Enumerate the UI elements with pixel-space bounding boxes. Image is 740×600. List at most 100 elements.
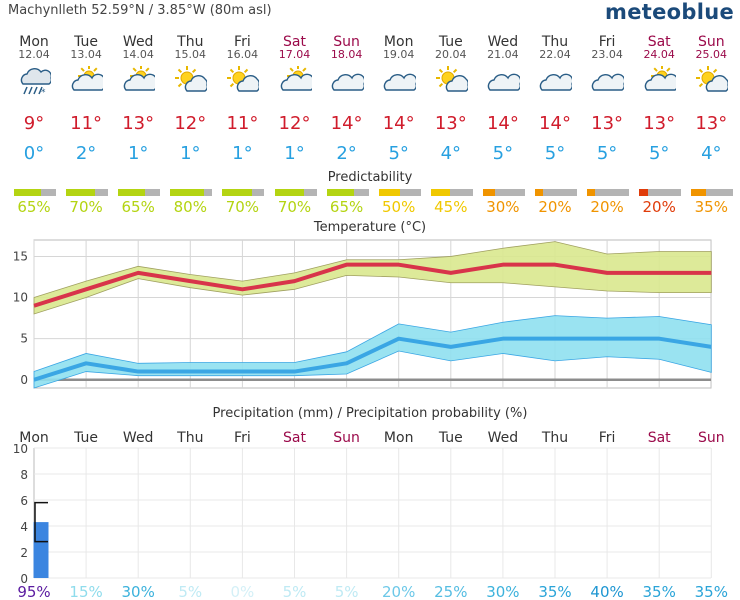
sun-small-cloud-icon (164, 66, 216, 100)
day-name[interactable]: Mon (383, 34, 414, 50)
precip-day-label: Sun (333, 430, 360, 446)
day-date: 23.04 (591, 48, 623, 61)
sun-small-cloud-icon (425, 66, 477, 100)
min-temp: 4° (440, 143, 462, 164)
predictability-fill (274, 189, 304, 196)
precip-probability: 5% (178, 583, 202, 600)
precip-probability: 30% (486, 583, 519, 600)
precip-probability: 20% (382, 583, 415, 600)
predictability-fill (14, 189, 42, 196)
y-tick-label: 10 (13, 442, 28, 456)
max-temp: 12° (278, 113, 311, 134)
predictability-percent: 80% (173, 198, 207, 216)
location-header: Machynlleth 52.59°N / 3.85°W (80m asl) (8, 3, 272, 18)
predictability-fill (222, 189, 252, 196)
min-temp: 4° (701, 143, 722, 164)
day-name[interactable]: Tue (74, 34, 99, 50)
svg-text:*: * (41, 88, 46, 96)
day-name[interactable]: Sun (333, 34, 360, 50)
day-date: 12.04 (18, 48, 50, 61)
y-tick-label: 2 (20, 546, 28, 560)
max-temp: 13° (434, 113, 467, 134)
cloud-icon (321, 66, 373, 100)
precip-day-label: Fri (234, 430, 251, 446)
cloud-icon (581, 66, 633, 100)
predictability-fill (482, 189, 496, 196)
max-temp: 11° (226, 113, 259, 134)
predictability-percent: 70% (225, 198, 260, 216)
y-tick-label: 8 (20, 468, 28, 482)
precip-range-bracket (34, 501, 48, 543)
sun-cloud-icon (112, 65, 164, 100)
day-name[interactable]: Wed (122, 34, 154, 50)
y-tick-label: 0 (20, 572, 28, 586)
predictability-bar (66, 189, 109, 196)
day-date: 15.04 (174, 48, 207, 61)
min-temp: 1° (180, 143, 201, 164)
y-tick-label: 10 (13, 291, 28, 305)
max-temp: 13° (591, 113, 624, 134)
predictability-fill (118, 189, 146, 196)
min-temp-line (33, 336, 712, 382)
precip-day-label: Fri (599, 430, 616, 446)
precip-probability: 0% (231, 583, 255, 600)
predictability-fill (378, 189, 400, 196)
brand-logo[interactable]: meteoblue (605, 0, 734, 24)
day-name[interactable]: Fri (234, 34, 251, 50)
precipitation-chart: Mon Tue Wed Thu Fri Sat Sun Mon Tue Wed Thu Fri Sat S… (13, 430, 728, 600)
predictability-percent: 50% (382, 198, 416, 216)
predictability-bar (587, 189, 630, 196)
precip-day-label: Sat (283, 430, 306, 446)
max-temp: 14° (486, 113, 519, 134)
predictability-bar (378, 189, 421, 196)
day-name[interactable]: Mon (19, 34, 49, 50)
day-name[interactable]: Sun (697, 34, 725, 50)
predictability-fill (326, 189, 354, 196)
min-temp: 2° (336, 143, 357, 164)
predictability-percent: 35% (694, 198, 728, 216)
max-temp: 13° (122, 113, 155, 134)
precip-day-label: Wed (123, 430, 154, 446)
y-tick-label: 0 (20, 373, 28, 387)
max-temp: 14° (539, 113, 571, 134)
day-name[interactable]: Thu (177, 34, 204, 50)
max-temp: 11° (70, 113, 103, 134)
day-name[interactable]: Tue (438, 34, 463, 50)
sun-cloud-icon (60, 65, 112, 100)
day-date: 25.04 (695, 48, 728, 61)
day-date: 16.04 (226, 48, 259, 61)
predictability-percent: 70% (69, 198, 103, 216)
day-date: 22.04 (539, 48, 571, 61)
precipitation-title: Precipitation (mm) / Precipitation proba… (212, 406, 528, 421)
min-temp: 1° (127, 143, 149, 164)
predictability-fill (170, 189, 204, 196)
day-name[interactable]: Wed (487, 34, 519, 50)
precip-probability: 95% (17, 583, 50, 600)
y-tick-label: 4 (20, 520, 28, 534)
predictability-title: Predictability (327, 170, 413, 185)
y-tick-label: 5 (20, 332, 28, 346)
min-temp: 5° (544, 143, 566, 164)
min-temp: 5° (596, 143, 618, 164)
min-temp: 2° (75, 143, 97, 164)
predictability-bar (639, 189, 682, 196)
precip-probability: 35% (538, 583, 571, 600)
predictability-percent: 70% (277, 198, 312, 216)
predictability-bar (274, 189, 317, 196)
temperature-chart: 0 5 10 15 (13, 239, 712, 389)
day-date: 13.04 (70, 48, 102, 61)
day-date: 18.04 (330, 48, 363, 61)
day-name[interactable]: Thu (541, 34, 569, 50)
precip-day-label: Mon (19, 430, 49, 446)
predictability-percent: 65% (329, 198, 364, 216)
max-temp-line (33, 262, 712, 308)
day-name[interactable]: Sat (283, 34, 306, 50)
precip-probability: 5% (335, 583, 359, 600)
day-name[interactable]: Sat (647, 34, 671, 50)
precip-probability: 15% (69, 583, 102, 600)
predictability-percent: 20% (538, 198, 572, 216)
day-name[interactable]: Fri (598, 34, 616, 50)
cloud-icon (477, 66, 529, 100)
precip-probability: 40% (590, 583, 623, 600)
day-date: 19.04 (382, 48, 415, 61)
